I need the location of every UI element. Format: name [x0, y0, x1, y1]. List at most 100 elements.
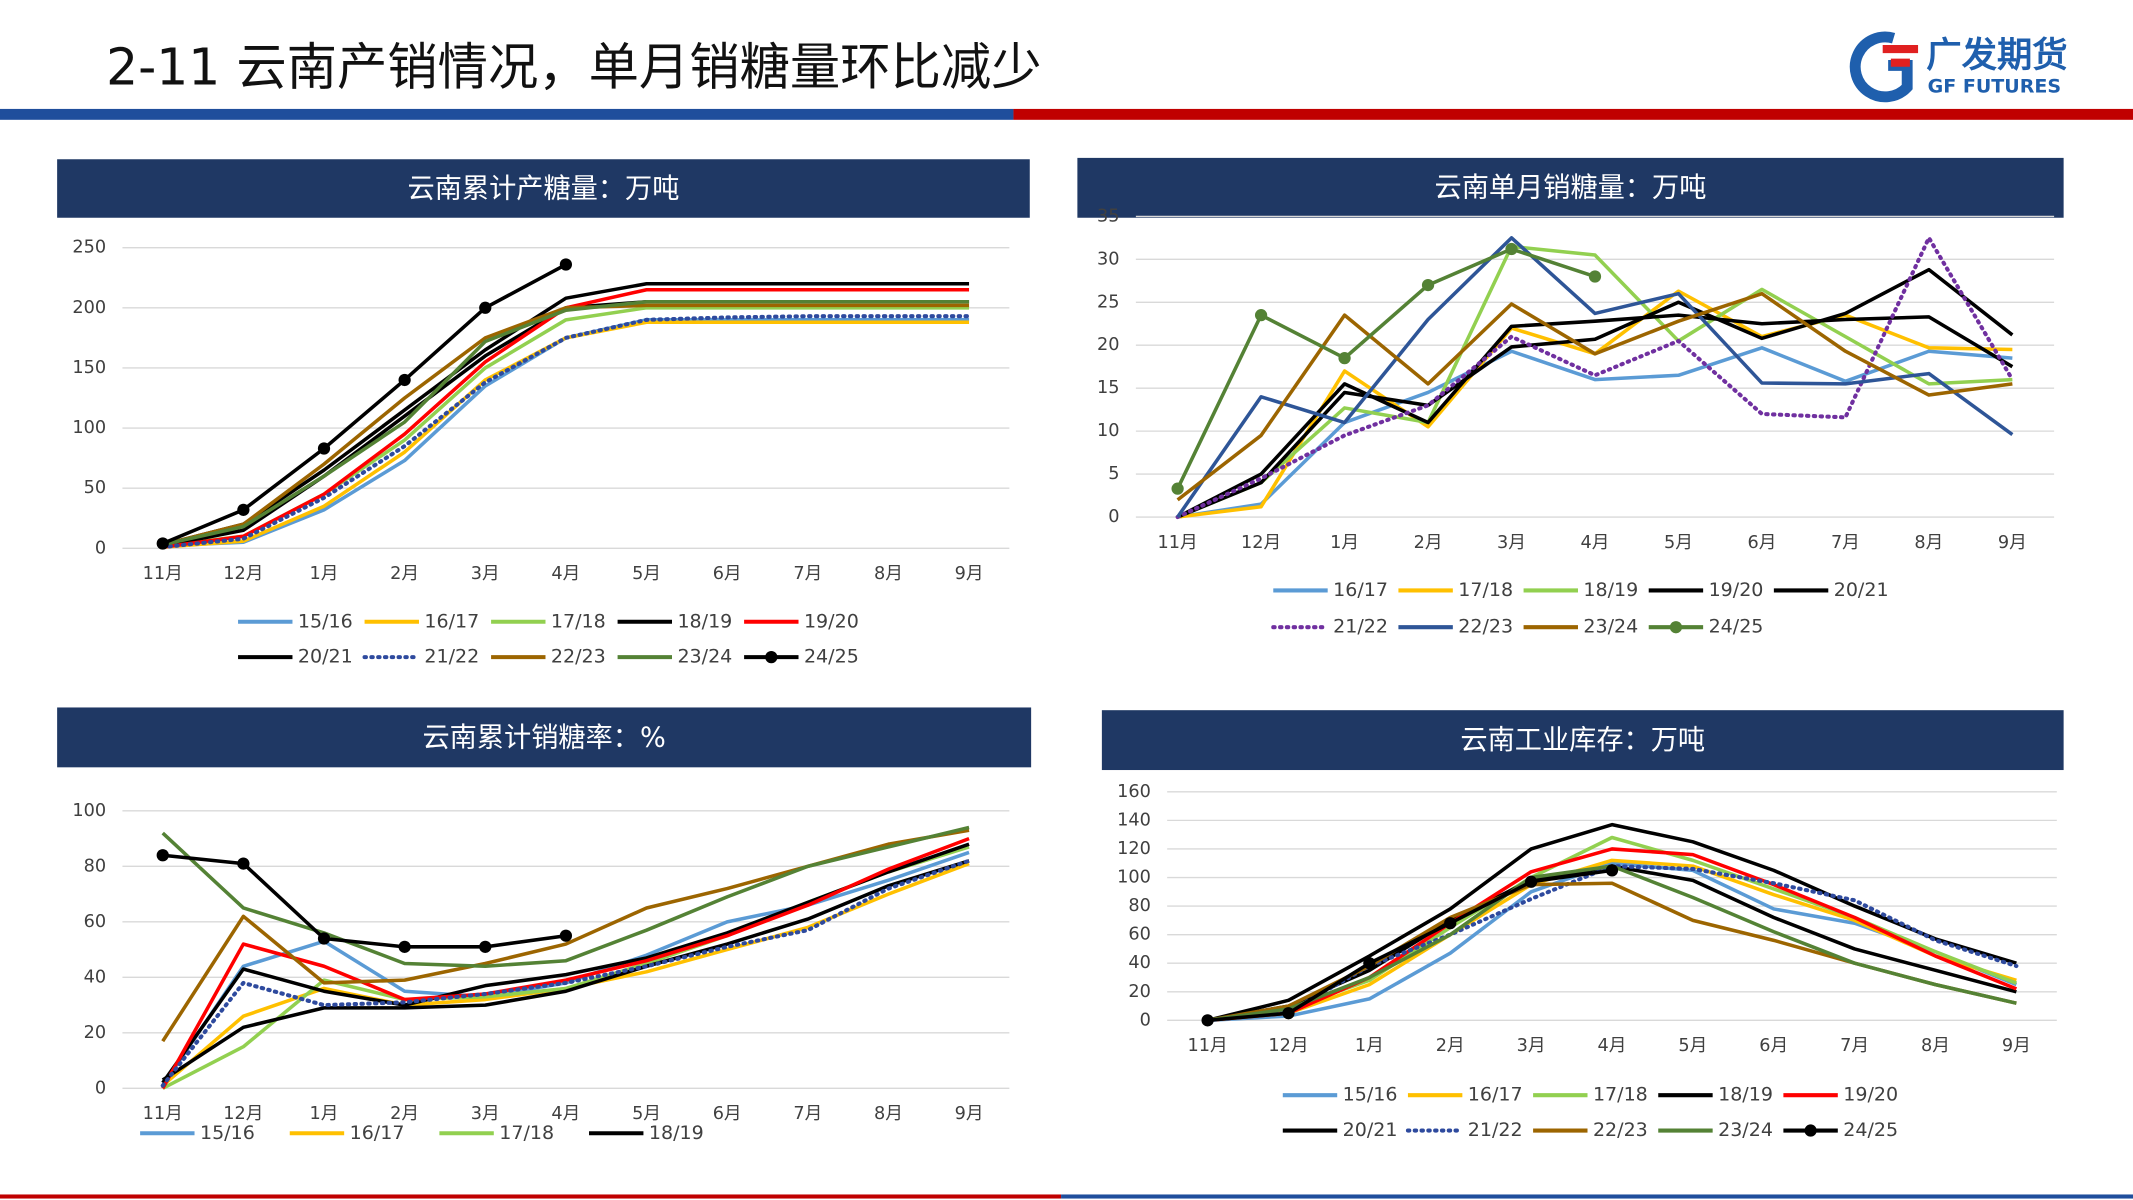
x-tick-label: 1月 — [310, 564, 339, 584]
x-tick-label: 11月 — [1188, 1036, 1228, 1056]
chart-title: 云南单月销糖量：万吨 — [1435, 173, 1707, 204]
legend-label: 16/17 — [1468, 1084, 1523, 1106]
legend-label: 18/19 — [677, 610, 732, 632]
y-tick-label: 60 — [84, 912, 107, 932]
legend-marker — [765, 651, 778, 664]
y-tick-label: 15 — [1097, 378, 1120, 398]
point — [156, 537, 169, 550]
chart-title: 云南累计产糖量：万吨 — [408, 173, 680, 204]
series-line — [160, 314, 972, 550]
series-line — [1176, 244, 2013, 519]
legend-label: 22/23 — [1593, 1119, 1648, 1141]
x-tick-label: 2月 — [390, 564, 419, 584]
legend-label: 18/19 — [1718, 1084, 1773, 1106]
legend-label: 23/24 — [1718, 1119, 1773, 1141]
point — [559, 258, 573, 271]
point — [1605, 864, 1619, 877]
series-line — [1176, 291, 2013, 502]
legend-label: 23/24 — [677, 646, 732, 668]
legend-label: 17/18 — [551, 610, 606, 632]
x-tick-label: 4月 — [1598, 1036, 1627, 1056]
legend-label: 22/23 — [551, 646, 606, 668]
chart-title-bar — [1101, 710, 2064, 771]
x-tick-label: 3月 — [471, 1104, 500, 1124]
legend-label: 15/16 — [1343, 1084, 1398, 1106]
x-tick-label: 12月 — [223, 1104, 263, 1124]
chart-title-bar — [57, 707, 1032, 768]
legend-label: 20/21 — [1834, 579, 1889, 601]
series-line — [160, 858, 972, 1088]
x-tick-label: 5月 — [1664, 533, 1693, 553]
y-tick-label: 250 — [72, 238, 106, 258]
legend-label: 15/16 — [200, 1122, 255, 1144]
x-tick-label: 8月 — [1914, 533, 1943, 553]
legend-label: 19/20 — [1843, 1084, 1898, 1106]
y-tick-label: 120 — [1117, 839, 1151, 859]
x-tick-label: 8月 — [874, 1104, 903, 1124]
logo: 广发期货 GF FUTURES — [1849, 31, 2068, 103]
y-tick-label: 150 — [72, 358, 106, 378]
y-tick-label: 0 — [95, 1078, 106, 1098]
series-line — [1177, 289, 2013, 519]
header-stripe-blue — [0, 108, 1014, 120]
logo-mark — [1849, 31, 1913, 103]
series-line — [1176, 247, 1596, 490]
x-tick-label: 7月 — [1840, 1036, 1869, 1056]
chart-title-bar — [57, 159, 1030, 218]
legend-label: 18/19 — [1583, 579, 1638, 601]
legend-label: 21/22 — [1333, 616, 1388, 638]
x-tick-label: 6月 — [713, 1104, 742, 1124]
x-tick-label: 9月 — [2002, 1036, 2031, 1056]
x-tick-label: 3月 — [1517, 1036, 1546, 1056]
point — [317, 442, 331, 455]
logo-mark — [1882, 44, 1919, 67]
legend-label: 24/25 — [1843, 1119, 1898, 1141]
point — [1254, 309, 1268, 322]
y-tick-label: 25 — [1097, 292, 1120, 312]
y-tick-label: 60 — [1128, 925, 1151, 945]
y-tick-label: 100 — [1117, 868, 1151, 888]
point — [237, 503, 250, 516]
legend-label: 17/18 — [499, 1122, 554, 1144]
y-tick-label: 140 — [1117, 810, 1151, 830]
x-tick-label: 4月 — [1581, 533, 1610, 553]
series-line — [162, 306, 970, 548]
x-tick-label: 7月 — [793, 1104, 822, 1124]
legend-label: 17/18 — [1593, 1084, 1648, 1106]
x-tick-label: 1月 — [310, 1104, 339, 1124]
x-tick-label: 7月 — [1831, 533, 1860, 553]
point — [1171, 482, 1184, 495]
legend-label: 20/21 — [298, 646, 353, 668]
point — [1338, 351, 1351, 365]
chart-title-bar — [1077, 157, 2064, 218]
legend-label: 18/19 — [649, 1122, 704, 1144]
x-tick-label: 6月 — [1759, 1036, 1788, 1056]
x-tick-label: 2月 — [390, 1104, 419, 1124]
series-line — [161, 836, 970, 1090]
header-stripe-red — [1013, 108, 2133, 120]
point — [559, 929, 573, 942]
point — [1444, 917, 1457, 930]
point — [479, 940, 492, 953]
y-tick-label: 5 — [1108, 464, 1119, 484]
point — [1588, 270, 1602, 283]
series-line — [162, 281, 970, 547]
x-tick-label: 8月 — [874, 564, 903, 584]
series-line — [1176, 267, 2014, 519]
series-line — [162, 287, 970, 549]
x-tick-label: 4月 — [551, 1104, 580, 1124]
y-tick-label: 20 — [84, 1023, 107, 1043]
y-tick-label: 50 — [84, 478, 107, 498]
y-tick-label: 40 — [84, 967, 107, 987]
point — [317, 932, 331, 945]
point — [398, 940, 411, 953]
series-line — [1207, 822, 2017, 1023]
x-tick-label: 12月 — [1268, 1036, 1308, 1056]
y-tick-label: 20 — [1128, 982, 1151, 1002]
x-tick-label: 3月 — [471, 564, 500, 584]
x-tick-label: 12月 — [1241, 533, 1281, 553]
x-tick-label: 2月 — [1436, 1036, 1465, 1056]
legend-label: 19/20 — [1709, 579, 1764, 601]
series-line — [162, 262, 567, 546]
series-line — [161, 859, 970, 1082]
